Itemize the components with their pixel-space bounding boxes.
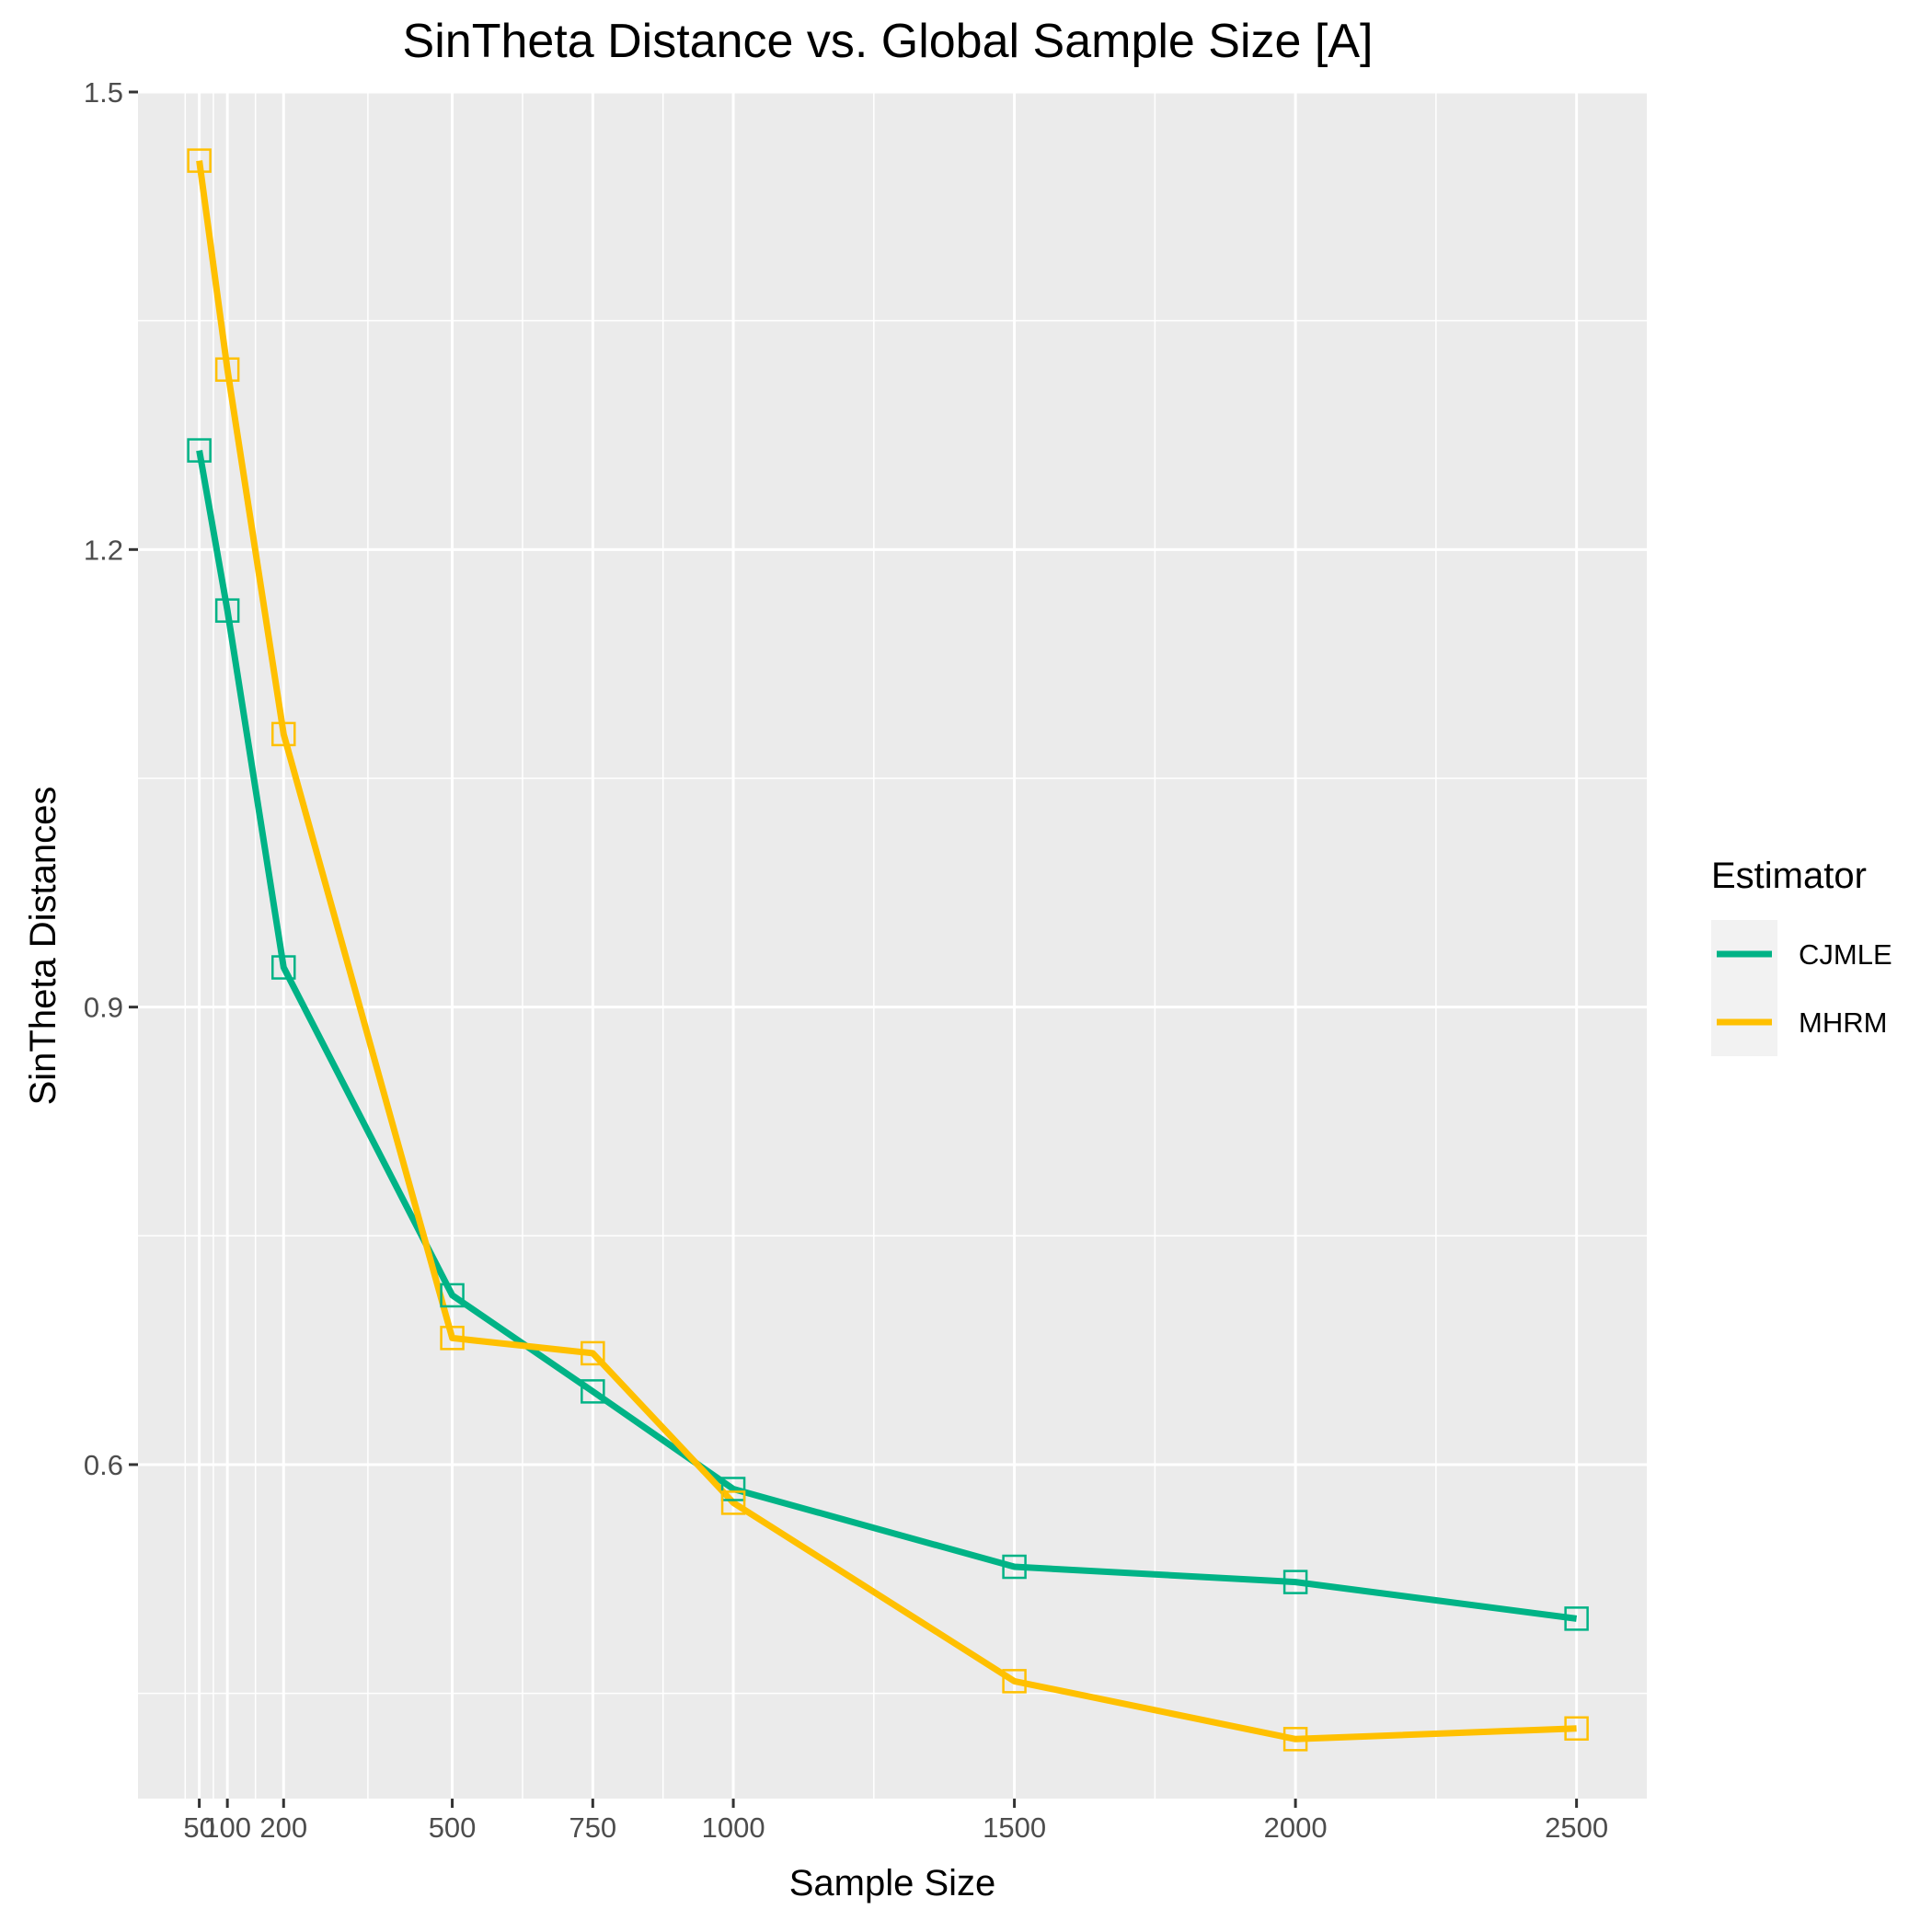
data-point-cjmle: [214, 598, 240, 623]
data-point-mhrm: [1002, 1669, 1027, 1694]
legend-label-mhrm: MHRM: [1799, 1006, 1887, 1039]
legend-label-cjmle: CJMLE: [1799, 938, 1892, 971]
minor-gridlines: [138, 92, 1647, 1799]
legend: Estimator CJMLE MHRM: [1711, 856, 1892, 1056]
x-tick-label: 2500: [1545, 1811, 1608, 1844]
data-point-mhrm: [1564, 1716, 1589, 1741]
y-tick-label: 0.9: [84, 992, 123, 1024]
y-axis-title: SinTheta Distances: [23, 787, 63, 1106]
x-tick-label: 50: [183, 1811, 214, 1844]
data-point-cjmle: [187, 438, 212, 463]
data-point-cjmle: [1002, 1554, 1027, 1580]
legend-key-background: [1711, 920, 1777, 1056]
x-tick-label: 200: [259, 1811, 307, 1844]
series-line-mhrm: [196, 160, 1577, 1742]
data-point-mhrm: [720, 1490, 746, 1515]
series-line-cjmle: [196, 449, 1578, 1622]
legend-entries: CJMLE MHRM: [1717, 938, 1892, 1039]
chart-title: SinTheta Distance vs. Global Sample Size…: [403, 15, 1374, 68]
y-tick-label: 0.6: [84, 1449, 123, 1481]
data-point-cjmle: [581, 1379, 605, 1404]
data-point-cjmle: [1282, 1570, 1308, 1594]
y-tick-label: 1.2: [84, 534, 123, 566]
data-point-cjmle: [271, 955, 296, 980]
data-point-cjmle: [440, 1282, 465, 1308]
y-axis: 0.6 0.9 1.2 1.5: [84, 76, 138, 1481]
x-tick-label: 100: [203, 1811, 251, 1844]
data-point-cjmle: [1564, 1606, 1589, 1631]
x-tick-label: 1000: [702, 1811, 765, 1844]
y-tick-label: 1.5: [84, 76, 123, 109]
data-point-cjmle: [720, 1477, 746, 1501]
legend-title: Estimator: [1711, 856, 1867, 896]
series-lines: [196, 160, 1578, 1742]
x-tick-label: 2000: [1264, 1811, 1328, 1844]
data-point-mhrm: [214, 357, 240, 382]
data-point-mhrm: [271, 721, 296, 747]
x-tick-label: 500: [429, 1811, 477, 1844]
data-point-mhrm: [1282, 1727, 1308, 1752]
data-point-mhrm: [440, 1326, 465, 1351]
series-points: [187, 148, 1589, 1752]
data-point-mhrm: [581, 1340, 605, 1366]
data-point-mhrm: [187, 148, 212, 173]
x-tick-label: 1500: [983, 1811, 1046, 1844]
x-axis-title: Sample Size: [789, 1863, 996, 1903]
plot-panel: [138, 92, 1647, 1799]
x-tick-label: 750: [569, 1811, 616, 1844]
